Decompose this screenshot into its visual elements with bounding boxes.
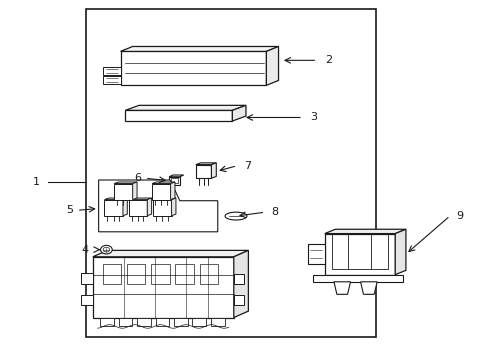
Polygon shape: [196, 163, 216, 165]
Text: 2: 2: [324, 55, 331, 65]
Text: 3: 3: [309, 112, 317, 122]
Bar: [175, 265, 194, 284]
Polygon shape: [114, 184, 132, 200]
Polygon shape: [192, 318, 205, 327]
Polygon shape: [333, 282, 350, 294]
Bar: [126, 265, 145, 284]
Polygon shape: [233, 274, 243, 284]
Polygon shape: [114, 182, 137, 184]
Polygon shape: [155, 318, 169, 327]
Text: 6: 6: [134, 173, 141, 183]
Polygon shape: [210, 318, 224, 327]
Polygon shape: [153, 200, 171, 216]
Polygon shape: [224, 212, 246, 220]
Polygon shape: [125, 111, 232, 121]
Circle shape: [339, 291, 344, 294]
Bar: [200, 265, 218, 284]
Polygon shape: [233, 250, 248, 318]
Polygon shape: [100, 318, 114, 327]
Polygon shape: [312, 275, 402, 282]
Polygon shape: [128, 200, 147, 216]
Polygon shape: [174, 318, 187, 327]
Polygon shape: [122, 198, 127, 216]
Text: 1: 1: [33, 177, 40, 187]
Polygon shape: [169, 175, 183, 177]
Polygon shape: [211, 163, 216, 178]
Polygon shape: [120, 46, 278, 51]
Polygon shape: [93, 250, 248, 257]
Bar: [102, 265, 121, 284]
Polygon shape: [266, 46, 278, 85]
Text: 8: 8: [271, 207, 278, 217]
Polygon shape: [394, 229, 405, 275]
Polygon shape: [324, 229, 405, 234]
Polygon shape: [120, 51, 266, 85]
Polygon shape: [196, 165, 211, 178]
Polygon shape: [93, 257, 233, 318]
Polygon shape: [99, 180, 217, 232]
Polygon shape: [360, 282, 376, 294]
Circle shape: [101, 246, 112, 254]
Circle shape: [366, 291, 370, 294]
Polygon shape: [118, 318, 132, 327]
Polygon shape: [152, 182, 175, 184]
Text: 5: 5: [66, 205, 73, 215]
Polygon shape: [103, 76, 120, 84]
Polygon shape: [137, 318, 150, 327]
Bar: [151, 265, 169, 284]
Polygon shape: [103, 67, 120, 75]
Text: 7: 7: [244, 161, 251, 171]
Polygon shape: [233, 296, 243, 305]
Bar: [86, 9, 375, 337]
Text: 9: 9: [455, 211, 462, 221]
Polygon shape: [324, 234, 394, 275]
Text: 4: 4: [81, 245, 89, 255]
Polygon shape: [128, 198, 151, 200]
Polygon shape: [153, 198, 176, 200]
Polygon shape: [147, 198, 151, 216]
Polygon shape: [232, 105, 245, 121]
Polygon shape: [104, 198, 127, 200]
Polygon shape: [171, 198, 176, 216]
Polygon shape: [152, 184, 170, 200]
Polygon shape: [169, 177, 180, 185]
Polygon shape: [170, 182, 175, 200]
Polygon shape: [104, 200, 122, 216]
Polygon shape: [81, 295, 93, 305]
Polygon shape: [125, 105, 245, 111]
Polygon shape: [307, 244, 324, 264]
Polygon shape: [81, 273, 93, 284]
Polygon shape: [132, 182, 137, 200]
